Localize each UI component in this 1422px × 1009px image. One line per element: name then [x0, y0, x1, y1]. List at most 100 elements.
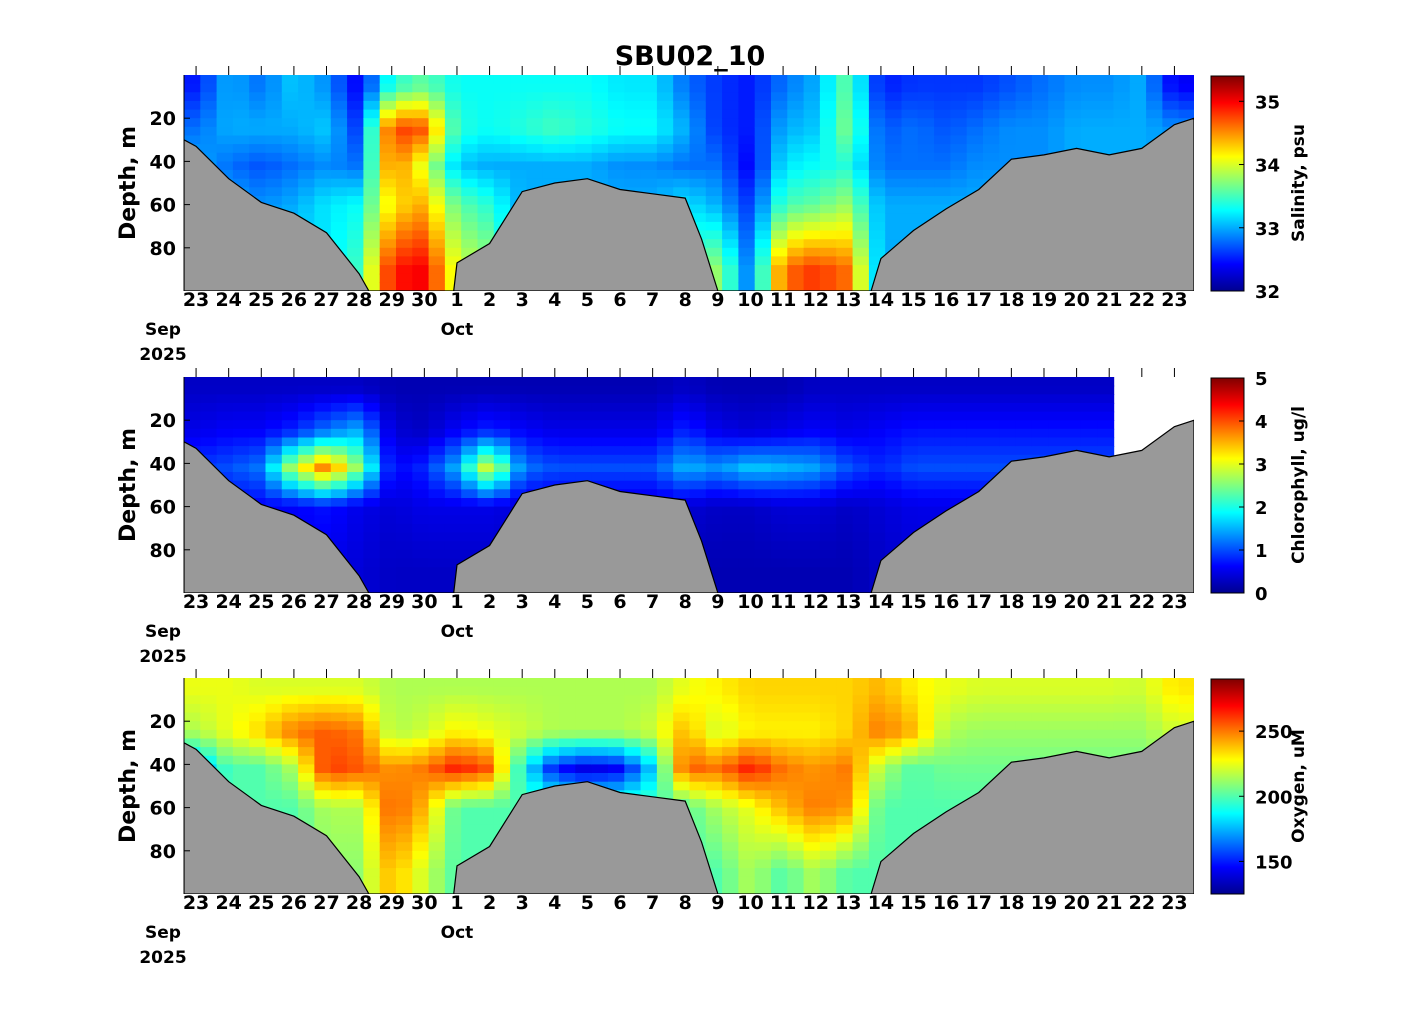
heatmap-cell — [656, 729, 674, 740]
heatmap-cell — [330, 402, 348, 413]
heatmap-cell — [885, 187, 903, 197]
heatmap-cell — [314, 738, 332, 748]
heatmap-cell — [493, 178, 511, 189]
heatmap-cell — [901, 118, 919, 128]
heatmap-cell — [819, 532, 837, 542]
heatmap-cell — [901, 126, 919, 137]
heatmap-cell — [901, 187, 919, 197]
heatmap-cell — [379, 824, 397, 835]
heatmap-cell — [330, 541, 348, 551]
heatmap-cell — [396, 454, 414, 465]
heatmap-cell — [868, 738, 886, 748]
heatmap-cell — [1178, 109, 1194, 119]
heatmap-cell — [722, 868, 740, 878]
heatmap-cell — [330, 126, 348, 137]
x-tick-label: 6 — [613, 892, 626, 914]
heatmap-cell — [901, 109, 919, 119]
heatmap-cell — [901, 515, 919, 525]
heatmap-cell — [722, 506, 740, 516]
heatmap-cell — [934, 92, 952, 102]
heatmap-cell — [624, 446, 642, 456]
heatmap-cell — [428, 764, 446, 774]
heatmap-cell — [314, 420, 332, 430]
heatmap-cell — [363, 135, 381, 145]
heatmap-cell — [412, 816, 430, 826]
heatmap-cell — [754, 686, 772, 696]
heatmap-cell — [1048, 135, 1066, 145]
heatmap-cell — [510, 790, 528, 800]
heatmap-cell — [493, 454, 511, 465]
heatmap-cell — [1048, 411, 1066, 421]
heatmap-cell — [640, 75, 658, 85]
heatmap-cell — [444, 824, 462, 835]
heatmap-cell — [787, 523, 805, 534]
heatmap-cell — [379, 126, 397, 137]
heatmap-cell — [396, 773, 414, 783]
heatmap-cell — [542, 420, 560, 430]
heatmap-cell — [1146, 118, 1164, 128]
heatmap-cell — [314, 463, 332, 473]
heatmap-cell — [624, 781, 642, 792]
heatmap-cell — [705, 773, 723, 783]
heatmap-cell — [608, 83, 626, 93]
heatmap-cell — [787, 567, 805, 577]
heatmap-cell — [950, 764, 968, 774]
heatmap-cell — [216, 721, 234, 731]
heatmap-cell — [1031, 678, 1049, 688]
heatmap-cell — [477, 678, 495, 688]
heatmap-cell — [934, 75, 952, 85]
heatmap-cell — [983, 152, 1001, 163]
heatmap-cell — [477, 842, 495, 852]
heatmap-cell — [200, 428, 218, 439]
heatmap-cell — [868, 755, 886, 766]
heatmap-cell — [363, 411, 381, 421]
heatmap-cell — [705, 135, 723, 145]
heatmap-cell — [885, 790, 903, 800]
heatmap-cell — [249, 437, 267, 447]
heatmap-cell — [885, 738, 903, 748]
heatmap-cell — [232, 773, 250, 783]
heatmap-cell — [640, 187, 658, 197]
heatmap-cell — [803, 420, 821, 430]
heatmap-cell — [722, 558, 740, 568]
heatmap-cell — [477, 506, 495, 516]
heatmap-cell — [999, 729, 1017, 740]
heatmap-cell — [363, 446, 381, 456]
heatmap-cell — [656, 437, 674, 447]
heatmap-cell — [1048, 428, 1066, 439]
heatmap-cell — [966, 152, 984, 163]
heatmap-cell — [444, 221, 462, 232]
heatmap-cell — [184, 729, 202, 740]
heatmap-cell — [836, 230, 854, 240]
heatmap-cell — [575, 75, 593, 85]
heatmap-cell — [673, 144, 691, 154]
heatmap-cell — [330, 842, 348, 852]
heatmap-cell — [868, 506, 886, 516]
heatmap-cell — [852, 402, 870, 413]
heatmap-cell — [836, 489, 854, 499]
heatmap-cell — [803, 859, 821, 869]
heatmap-cell — [754, 411, 772, 421]
heatmap-cell — [819, 541, 837, 551]
heatmap-cell — [705, 790, 723, 800]
heatmap-cell — [265, 187, 283, 197]
heatmap-cell — [738, 92, 756, 102]
heatmap-cell — [722, 876, 740, 887]
heatmap-cell — [591, 135, 609, 145]
heatmap-cell — [787, 402, 805, 413]
heatmap-cell — [983, 92, 1001, 102]
month-label-sep: Sep — [145, 320, 181, 340]
heatmap-cell — [673, 729, 691, 740]
heatmap-cell — [819, 109, 837, 119]
heatmap-cell — [249, 394, 267, 404]
heatmap-cell — [232, 170, 250, 180]
heatmap-cell — [493, 480, 511, 491]
heatmap-cell — [347, 807, 365, 817]
heatmap-cell — [754, 721, 772, 731]
heatmap-cell — [983, 394, 1001, 404]
heatmap-cell — [265, 437, 283, 447]
heatmap-cell — [428, 221, 446, 232]
heatmap-cell — [803, 178, 821, 189]
x-tick-label: 30 — [411, 289, 437, 311]
heatmap-cell — [412, 842, 430, 852]
